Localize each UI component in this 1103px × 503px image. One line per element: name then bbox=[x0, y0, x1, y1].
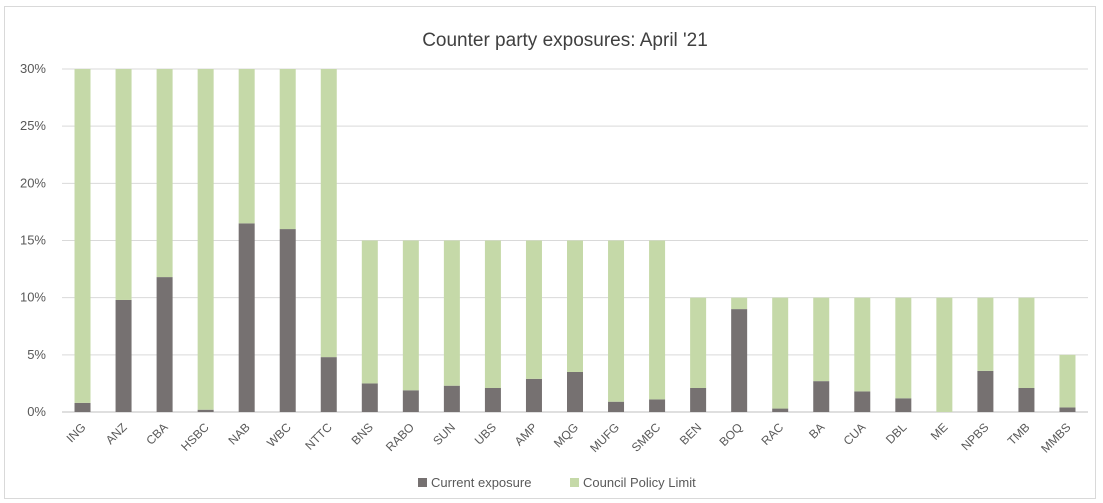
bar-current-exposure bbox=[1018, 387, 1035, 412]
legend-swatch bbox=[570, 478, 579, 487]
chart-title: Counter party exposures: April '21 bbox=[422, 30, 708, 51]
y-tick-label: 25% bbox=[20, 118, 46, 133]
x-tick-label: ANZ bbox=[103, 420, 130, 447]
y-tick-label: 5% bbox=[27, 347, 46, 362]
x-tick-label: WBC bbox=[264, 420, 294, 450]
x-tick-label: BOQ bbox=[717, 420, 746, 449]
y-axis-ticks: 0% 5% 10% 15% 20% 25% 30% bbox=[20, 61, 46, 419]
x-tick-label: AMP bbox=[512, 420, 540, 448]
bar-current-exposure bbox=[361, 383, 378, 412]
bar-current-exposure bbox=[197, 409, 214, 412]
bar-current-exposure bbox=[854, 391, 871, 412]
bar-current-exposure bbox=[484, 387, 501, 412]
bars bbox=[74, 69, 1076, 412]
bar-current-exposure bbox=[772, 408, 789, 412]
x-tick-label: MMBS bbox=[1038, 420, 1073, 455]
x-tick-label: BNS bbox=[349, 420, 376, 447]
bar-council-policy-limit bbox=[443, 240, 460, 386]
bar-current-exposure bbox=[1059, 407, 1076, 412]
bar-council-policy-limit bbox=[567, 240, 583, 372]
bar-current-exposure bbox=[813, 381, 830, 412]
bar-council-policy-limit bbox=[402, 240, 419, 391]
x-tick-label: SUN bbox=[430, 420, 458, 448]
bar-current-exposure bbox=[895, 398, 912, 412]
x-tick-label: DBL bbox=[883, 420, 910, 447]
bar-current-exposure bbox=[649, 399, 666, 412]
x-tick-label: BEN bbox=[677, 420, 704, 447]
y-tick-label: 0% bbox=[27, 404, 46, 419]
bar-current-exposure bbox=[690, 387, 707, 412]
bar-current-exposure bbox=[115, 299, 132, 412]
x-tick-label: NAB bbox=[225, 420, 252, 447]
bar-current-exposure bbox=[320, 357, 337, 412]
bar-council-policy-limit bbox=[156, 69, 173, 278]
bar-council-policy-limit bbox=[813, 297, 830, 382]
x-tick-label: ING bbox=[64, 420, 89, 445]
bar-council-policy-limit bbox=[977, 297, 994, 371]
bar-council-policy-limit bbox=[197, 69, 214, 410]
bar-council-policy-limit bbox=[854, 297, 871, 392]
bar-current-exposure bbox=[443, 385, 460, 412]
bar-council-policy-limit bbox=[649, 240, 666, 400]
bar-current-exposure bbox=[279, 229, 296, 412]
bar-council-policy-limit bbox=[74, 69, 91, 403]
bar-current-exposure bbox=[567, 371, 583, 412]
bar-current-exposure bbox=[608, 401, 625, 412]
x-tick-label: MUFG bbox=[587, 420, 622, 455]
bar-council-policy-limit bbox=[279, 69, 296, 230]
bar-council-policy-limit bbox=[484, 240, 501, 388]
x-tick-label: ME bbox=[928, 420, 951, 443]
bar-council-policy-limit bbox=[1018, 297, 1035, 388]
bar-council-policy-limit bbox=[608, 240, 625, 402]
x-tick-label: TMB bbox=[1005, 420, 1033, 448]
x-tick-label: UBS bbox=[472, 420, 499, 447]
x-tick-label: BA bbox=[806, 420, 827, 441]
bar-council-policy-limit bbox=[772, 297, 789, 409]
bar-current-exposure bbox=[156, 277, 173, 412]
bar-council-policy-limit bbox=[936, 297, 953, 412]
bar-council-policy-limit bbox=[238, 69, 255, 224]
legend-label: Council Policy Limit bbox=[583, 475, 696, 490]
bar-current-exposure bbox=[238, 223, 255, 412]
bar-council-policy-limit bbox=[1059, 354, 1076, 408]
bar-council-policy-limit bbox=[115, 69, 132, 300]
x-tick-label: CBA bbox=[143, 420, 170, 447]
bar-council-policy-limit bbox=[731, 297, 748, 310]
chart-frame bbox=[4, 6, 1096, 499]
y-tick-label: 20% bbox=[20, 175, 46, 190]
y-tick-label: 15% bbox=[20, 233, 46, 248]
bar-council-policy-limit bbox=[525, 240, 542, 379]
y-tick-label: 10% bbox=[20, 290, 46, 305]
bar-council-policy-limit bbox=[361, 240, 378, 384]
legend-swatch bbox=[418, 478, 427, 487]
x-tick-label: RABO bbox=[383, 420, 417, 454]
legend: Current exposure Council Policy Limit bbox=[418, 475, 696, 490]
bar-council-policy-limit bbox=[895, 297, 912, 399]
x-tick-label: SMBC bbox=[629, 420, 664, 455]
bar-current-exposure bbox=[74, 402, 91, 412]
gridlines bbox=[62, 68, 1088, 413]
bar-council-policy-limit bbox=[320, 69, 337, 358]
x-axis-ticks: ING ANZ CBA HSBC NAB WBC NTTC BNS RABO SUN UBS AMP M… bbox=[64, 420, 1074, 456]
bar-current-exposure bbox=[402, 390, 419, 412]
bar-current-exposure bbox=[977, 370, 994, 412]
y-tick-label: 30% bbox=[20, 61, 46, 76]
bar-current-exposure bbox=[525, 378, 542, 412]
x-tick-label: NTTC bbox=[302, 420, 335, 453]
x-tick-label: RAC bbox=[759, 420, 787, 448]
x-tick-label: CUA bbox=[841, 420, 869, 448]
legend-label: Current exposure bbox=[431, 475, 531, 490]
x-tick-label: HSBC bbox=[178, 420, 212, 454]
bar-current-exposure bbox=[731, 309, 748, 412]
bar-council-policy-limit bbox=[690, 297, 707, 388]
x-tick-label: MQG bbox=[551, 420, 581, 450]
x-tick-label: NPBS bbox=[959, 420, 992, 453]
